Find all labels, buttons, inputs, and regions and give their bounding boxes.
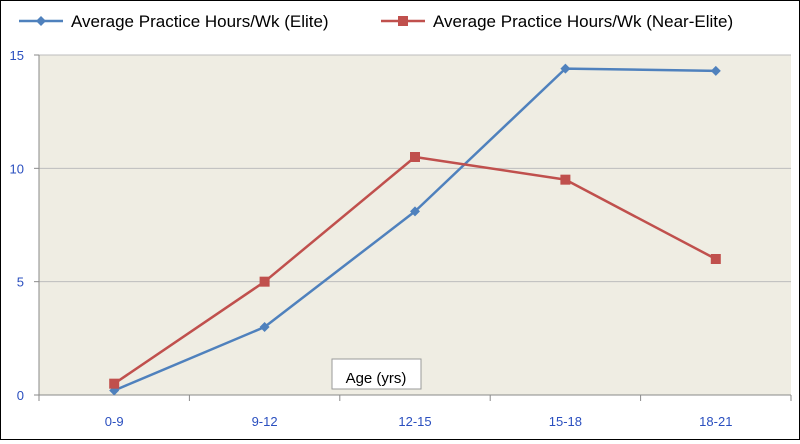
x-axis-label-box: Age (yrs) [331, 358, 422, 390]
y-tick-label: 5 [17, 275, 24, 290]
legend-item-near-elite: Average Practice Hours/Wk (Near-Elite) [381, 12, 733, 31]
x-axis-label: Age (yrs) [346, 370, 407, 387]
x-axis-label-frame [331, 358, 422, 390]
x-tick-label: 18-21 [699, 414, 732, 429]
legend-label: Average Practice Hours/Wk (Near-Elite) [433, 12, 733, 31]
data-point [710, 65, 721, 76]
data-point [560, 174, 571, 185]
data-point [259, 276, 270, 287]
data-point [560, 63, 571, 74]
series-near-elite [109, 152, 721, 389]
plot-area [39, 55, 791, 395]
data-point [109, 378, 120, 389]
y-tick-label: 15 [10, 48, 24, 63]
x-tick-label: 0-9 [105, 414, 124, 429]
y-tick-label: 0 [17, 388, 24, 403]
legend-label: Average Practice Hours/Wk (Elite) [71, 12, 329, 31]
x-tick-label: 15-18 [549, 414, 582, 429]
y-tick-label: 10 [10, 161, 24, 176]
legend-item-elite: Average Practice Hours/Wk (Elite) [19, 12, 329, 31]
legend-swatch-marker [398, 16, 408, 26]
data-point [410, 152, 420, 162]
x-tick-label: 9-12 [252, 414, 278, 429]
data-point [410, 206, 420, 217]
data-point [259, 322, 270, 332]
legend-swatch-marker [36, 16, 46, 26]
data-point [710, 254, 721, 264]
x-tick-label: 12-15 [398, 414, 431, 429]
legend: Average Practice Hours/Wk (Elite) Average… [19, 12, 733, 31]
